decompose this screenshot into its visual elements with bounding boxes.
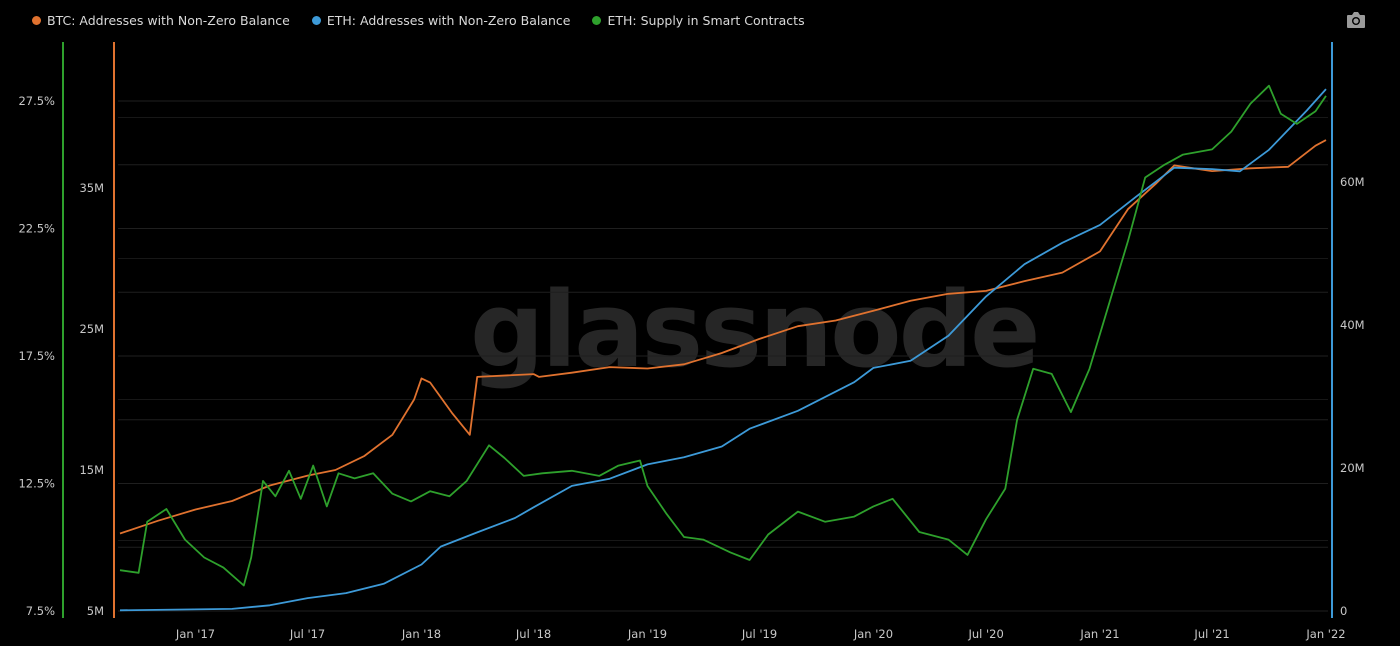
y-tick-label-eth-supply: 17.5% [18,349,55,363]
y-tick-label-eth-supply: 22.5% [18,222,55,236]
legend-dot-eth-addresses [311,16,321,25]
y-tick-label-eth-supply: 12.5% [18,477,55,491]
series-line-eth-supply [119,84,1327,587]
y-tick-label-eth-addresses: 20M [1340,461,1365,475]
x-tick-label: Jul '19 [741,627,777,641]
x-tick-label: Jul '21 [1193,627,1229,641]
legend-dot-btc [32,16,41,25]
y-tick-label-eth-addresses: 0 [1340,604,1347,618]
x-tick-label: Jan '22 [1305,627,1345,641]
legend-label-btc: BTC: Addresses with Non-Zero Balance [47,13,290,28]
y-tick-label-eth-addresses: 60M [1340,175,1365,189]
x-axis-ticks: Jan '17 Jul '17 Jan '18 Jul '18 Jan '19 Jul '… [175,627,1346,641]
legend-dot-eth-supply [592,16,602,25]
series-lines [119,84,1327,612]
legend-item-eth-supply[interactable]: ETH: Supply in Smart Contracts [592,13,805,28]
watermark: glassnode [470,269,1041,391]
camera-icon [1347,12,1365,28]
x-tick-label: Jan '17 [175,627,215,641]
legend-item-eth-addresses[interactable]: ETH: Addresses with Non-Zero Balance [311,13,571,28]
legend-label-eth-addresses: ETH: Addresses with Non-Zero Balance [326,13,571,28]
chart-legend: BTC: Addresses with Non-Zero Balance ETH… [32,13,805,28]
y-axis-ticks: 7.5% 12.5% 17.5% 22.5% 27.5% 5M 15M 25M 35M 0 20M 4… [18,94,1364,618]
x-tick-label: Jan '21 [1079,627,1119,641]
legend-item-btc-addresses[interactable]: BTC: Addresses with Non-Zero Balance [32,13,290,28]
y-tick-label-btc: 5M [87,604,104,618]
x-tick-label: Jan '19 [627,627,667,641]
screenshot-button[interactable] [1345,10,1367,30]
x-tick-label: Jul '18 [515,627,551,641]
y-tick-label-btc: 15M [79,463,104,477]
y-tick-label-btc: 35M [79,181,104,195]
series-line-btc-addresses [119,139,1327,535]
y-tick-label-btc: 25M [79,322,104,336]
gridlines [118,100,1328,612]
series-line-eth-addresses [119,88,1327,612]
x-tick-label: Jan '20 [853,627,893,641]
y-tick-label-eth-addresses: 40M [1340,318,1365,332]
x-tick-label: Jul '17 [289,627,325,641]
legend-label-eth-supply: ETH: Supply in Smart Contracts [607,13,805,28]
axes [62,42,1333,618]
y-tick-label-eth-supply: 7.5% [26,604,55,618]
x-tick-label: Jul '20 [967,627,1003,641]
y-tick-label-eth-supply: 27.5% [18,94,55,108]
x-tick-label: Jan '18 [401,627,441,641]
